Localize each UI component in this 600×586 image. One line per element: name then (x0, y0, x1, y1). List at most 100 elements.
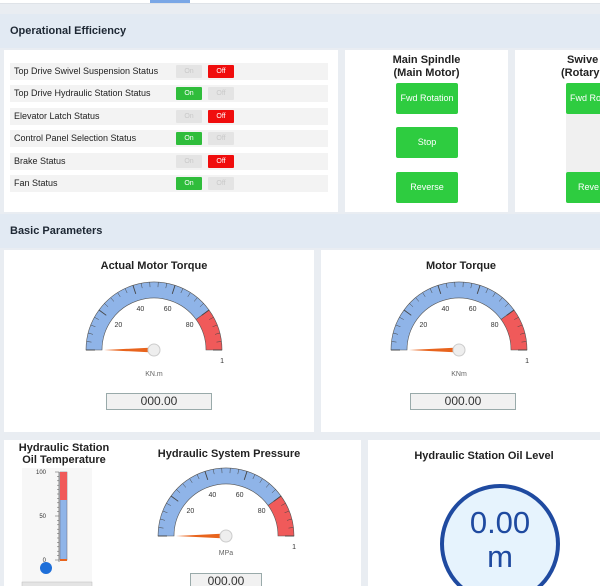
gauge-tick-label: 40 (137, 306, 145, 313)
pressure-temperature-panel: Hydraulic Station Oil Temperature 100 50 0… (4, 440, 361, 586)
actual-motor-torque-gauge: 20 40 60 80 100 (85, 281, 224, 365)
swivel-reverse-button[interactable]: Reve (566, 172, 600, 203)
gauge-tick (165, 283, 167, 289)
off-toggle[interactable]: Off (208, 177, 234, 190)
gauge-tick (171, 285, 176, 295)
section-title: Operational Efficiency (10, 25, 127, 37)
gauge-tick-label: 80 (491, 322, 499, 329)
section-title-basic: Basic Parameters (10, 225, 103, 237)
gauge-tick (213, 469, 215, 475)
gauge-tick (281, 503, 286, 506)
gauge-tick (216, 341, 222, 343)
gauge-tick (124, 288, 128, 294)
off-toggle[interactable]: Off (208, 109, 234, 123)
oil-level-unit: m (487, 539, 513, 574)
gauge-tick (141, 283, 143, 289)
on-toggle[interactable]: On (176, 109, 202, 123)
actual-motor-torque-panel: Actual Motor Torque 20 40 60 80 100 KN.m 000… (4, 250, 314, 432)
gauge-tick (409, 303, 414, 308)
off-toggle[interactable]: Off (208, 132, 234, 146)
gauge-tick (271, 489, 276, 494)
oil-level-value: 0.00 (469, 505, 531, 540)
gauge-tick (265, 483, 270, 488)
motor-torque-title: Motor Torque (425, 260, 497, 272)
actual-motor-torque-value: 000.00 (106, 393, 212, 410)
gauge-tick (94, 317, 99, 320)
status-row: Top Drive Swivel Suspension Status On Off (10, 63, 328, 80)
gauge-tick (237, 469, 239, 475)
gauge-tick (252, 474, 256, 480)
gauge-tick (284, 510, 290, 514)
thermometer-tick-label: 50 (39, 514, 46, 520)
gauge-hub (147, 343, 161, 357)
gauge-tick (196, 474, 200, 480)
gauge-tick (90, 324, 96, 328)
gauge-tick-label: 80 (186, 322, 194, 329)
gauge-tick (160, 518, 166, 521)
gauge-tick (395, 324, 401, 328)
status-label: Fan Status (14, 178, 58, 188)
gauge-tick (214, 332, 220, 335)
main-spindle-panel: Main Spindle (Main Motor) Fwd Rotation S… (345, 50, 508, 212)
gauge-tick (201, 309, 210, 316)
gauge-tick-label: 20 (420, 322, 428, 329)
actual-motor-torque-title: Actual Motor Torque (100, 260, 208, 272)
off-toggle[interactable]: Off (208, 154, 234, 168)
oil-temperature-title: Hydraulic Station Oil Temperature (10, 442, 118, 466)
swivel-fwd-button[interactable]: Fwd Ro (566, 83, 600, 114)
status-label: Brake Status (14, 155, 66, 166)
gauge-tick (189, 478, 193, 483)
main-spindle-title-line1: Main Spindle (392, 54, 461, 66)
fwd-rotation-button[interactable]: Fwd Rotation (396, 83, 458, 114)
reverse-button[interactable]: Reverse (396, 172, 458, 203)
gauge-tick (273, 495, 282, 502)
swivel-title: Swive (Rotary (541, 54, 600, 80)
gauge-tick (104, 303, 109, 308)
gauge-tick (187, 292, 191, 297)
gauge-tick (209, 317, 214, 320)
on-toggle[interactable]: On (176, 154, 202, 168)
gauge-tick (204, 471, 209, 481)
gauge-tick (391, 341, 397, 343)
off-toggle[interactable]: Off (208, 87, 234, 101)
on-toggle[interactable]: On (176, 132, 202, 146)
oil-level-panel: Hydraulic Station Oil Level 0.00 m (368, 440, 600, 586)
gauge-tick (166, 503, 171, 506)
system-pressure-title: Hydraulic System Pressure (157, 448, 301, 460)
unit-label: MPa (218, 550, 234, 557)
thermometer-fill (60, 559, 67, 561)
on-toggle[interactable]: On (176, 177, 202, 190)
gauge-tick (110, 297, 115, 302)
gauge-tick (98, 309, 107, 316)
gauge-tick (517, 324, 523, 328)
status-row: Control Panel Selection Status On Off (10, 130, 328, 148)
oil-level-title: Hydraulic Station Oil Level (414, 450, 554, 462)
swivel-title-line1: Swive (567, 54, 599, 66)
gauge-normal-band (157, 467, 282, 537)
gauge-needle (104, 347, 154, 353)
gauge-tick (176, 489, 181, 494)
gauge-tick (88, 332, 94, 335)
status-label: Elevator Latch Status (14, 110, 100, 121)
gauge-tick-label: 40 (209, 492, 217, 499)
active-tab-indicator[interactable] (150, 0, 190, 3)
operational-efficiency-header: Operational Efficiency (0, 14, 600, 48)
thermometer-tick-label: 100 (36, 470, 47, 476)
oil-level-tank (440, 484, 560, 586)
stop-button[interactable]: Stop (396, 127, 458, 158)
gauge-tick (498, 297, 503, 302)
gauge-tick (415, 297, 420, 302)
status-row: Brake Status On Off (10, 152, 328, 170)
gauge-tick (514, 317, 519, 320)
gauge-tick (117, 292, 121, 297)
thermometer-bulb (40, 562, 52, 574)
on-toggle[interactable]: On (176, 65, 202, 78)
gauge-tick (519, 332, 525, 335)
gauge-tick (199, 303, 204, 308)
off-toggle[interactable]: Off (208, 65, 234, 78)
gauge-tick (521, 341, 527, 343)
gauge-tick-label: 60 (469, 306, 477, 313)
on-toggle[interactable]: On (176, 87, 202, 101)
gauge-tick (212, 324, 218, 328)
gauge-tick-label: 60 (236, 492, 244, 499)
